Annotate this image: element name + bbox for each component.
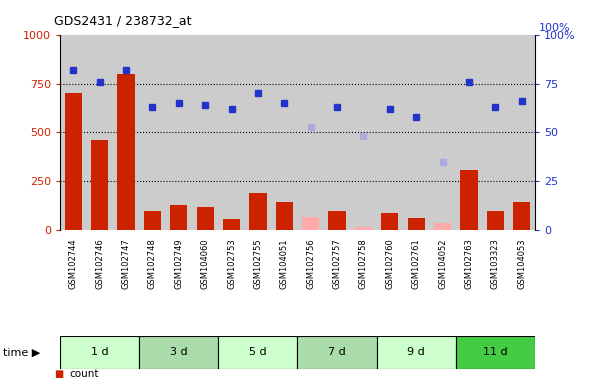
Bar: [403, 35, 429, 230]
Bar: [429, 35, 456, 230]
Text: 1 d: 1 d: [91, 347, 108, 358]
Text: time ▶: time ▶: [3, 347, 40, 358]
Bar: [144, 211, 161, 230]
Bar: [113, 35, 139, 230]
Bar: [192, 35, 218, 230]
Bar: [508, 35, 535, 230]
Bar: [350, 35, 377, 230]
Bar: [65, 93, 82, 230]
Bar: [302, 217, 319, 230]
Bar: [245, 35, 271, 230]
Bar: [355, 227, 372, 230]
Bar: [60, 336, 139, 369]
Bar: [381, 213, 398, 230]
Bar: [249, 193, 266, 230]
Bar: [329, 211, 346, 230]
Bar: [482, 35, 508, 230]
Bar: [218, 336, 297, 369]
Bar: [139, 336, 218, 369]
Bar: [276, 202, 293, 230]
Text: 7 d: 7 d: [328, 347, 346, 358]
Bar: [87, 35, 113, 230]
Text: 9 d: 9 d: [407, 347, 425, 358]
Bar: [91, 140, 108, 230]
Bar: [460, 170, 478, 230]
Bar: [297, 336, 377, 369]
Bar: [456, 336, 535, 369]
Text: 3 d: 3 d: [170, 347, 188, 358]
Text: 100%: 100%: [539, 23, 571, 33]
Bar: [297, 35, 324, 230]
Bar: [324, 35, 350, 230]
Text: 11 d: 11 d: [483, 347, 508, 358]
Bar: [197, 207, 214, 230]
Bar: [513, 202, 530, 230]
Text: ■: ■: [54, 369, 63, 379]
Bar: [407, 218, 425, 230]
Bar: [487, 211, 504, 230]
Bar: [60, 35, 87, 230]
Bar: [271, 35, 297, 230]
Bar: [377, 35, 403, 230]
Bar: [456, 35, 482, 230]
Text: GDS2431 / 238732_at: GDS2431 / 238732_at: [54, 14, 192, 27]
Bar: [139, 35, 166, 230]
Bar: [166, 35, 192, 230]
Bar: [170, 205, 188, 230]
Text: count: count: [69, 369, 99, 379]
Bar: [434, 223, 451, 230]
Bar: [218, 35, 245, 230]
Bar: [117, 74, 135, 230]
Bar: [377, 336, 456, 369]
Bar: [223, 218, 240, 230]
Text: 5 d: 5 d: [249, 347, 267, 358]
